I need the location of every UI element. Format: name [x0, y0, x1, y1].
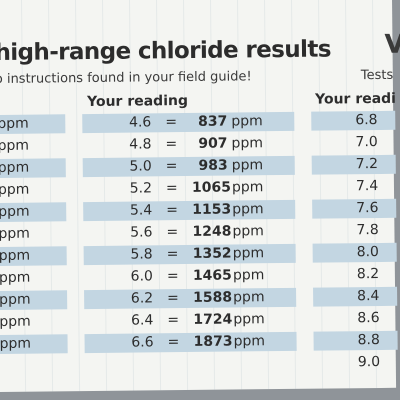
left-unit: ppm — [0, 115, 29, 132]
column-header-your-reading: Your reading — [86, 92, 189, 111]
equals-sign: = — [166, 202, 179, 219]
reading-value: 6.4 — [131, 312, 154, 329]
ppm-unit: ppm — [231, 179, 264, 196]
card-subtitle: o instructions found in your field guide… — [0, 69, 252, 87]
ppm-value: 907 — [198, 135, 228, 152]
equals-sign: = — [165, 136, 178, 153]
right-reading-value: 9.0 — [357, 353, 381, 371]
right-reading-value: 7.0 — [355, 133, 378, 151]
ppm-unit: ppm — [232, 201, 264, 218]
ppm-value: 1588 — [193, 289, 233, 306]
ppm-unit: ppm — [232, 267, 265, 284]
reading-value: 4.8 — [129, 136, 152, 153]
right-reading-value: 7.2 — [355, 155, 379, 173]
left-unit: ppm — [0, 181, 30, 198]
ppm-unit: ppm — [231, 157, 264, 174]
left-unit: ppm — [0, 269, 31, 286]
reading-value: 5.8 — [130, 246, 153, 263]
table-row: ppm 6.2 = 1588 ppm 8.4 — [0, 286, 398, 311]
right-reading-value: 8.6 — [357, 309, 380, 327]
table-row: 9.0 — [0, 353, 398, 377]
right-reading-value: 7.8 — [356, 221, 379, 239]
ppm-value: 1352 — [192, 245, 232, 262]
equals-sign: = — [166, 268, 179, 285]
ppm-value: 837 — [197, 113, 228, 130]
right-reading-value: 7.6 — [356, 199, 379, 217]
table-row: ppm 5.2 = 1065 ppm 7.4 — [0, 177, 396, 201]
left-unit: ppm — [0, 203, 30, 220]
table-row: ppm 5.4 = 1153 ppm 7.6 — [0, 198, 397, 223]
table-row: ppm 4.6 = 837 ppm 6.8 — [0, 110, 396, 135]
reading-value: 5.0 — [129, 158, 152, 175]
reading-value: 6.6 — [131, 334, 154, 351]
ppm-value: 983 — [198, 157, 228, 174]
row-band-right — [312, 177, 396, 197]
right-reading-value: 8.8 — [357, 331, 380, 349]
equals-sign: = — [165, 158, 178, 175]
right-reading-value: 6.8 — [355, 111, 378, 129]
row-band-right — [312, 198, 397, 219]
right-reading-value: 8.0 — [356, 243, 380, 261]
equals-sign: = — [167, 334, 180, 351]
left-unit: ppm — [0, 137, 30, 154]
equals-sign: = — [166, 246, 179, 263]
equals-sign: = — [166, 224, 179, 241]
reading-value: 4.6 — [128, 114, 152, 131]
equals-sign: = — [165, 114, 178, 131]
left-unit: ppm — [0, 313, 31, 330]
ppm-value: 1153 — [192, 201, 232, 218]
ppm-value: 1465 — [192, 267, 232, 284]
ppm-unit: ppm — [232, 223, 264, 240]
reading-value: 5.4 — [129, 202, 153, 219]
table-row: ppm 5.0 = 983 ppm 7.2 — [0, 154, 396, 179]
row-band-right — [311, 154, 396, 175]
column-header-right-reading: Your readi — [314, 90, 397, 108]
ppm-value: 1724 — [193, 311, 233, 328]
table-row: ppm 6.0 = 1465 ppm 8.2 — [0, 265, 397, 289]
reading-value: 6.0 — [130, 268, 153, 285]
card-title: high-range chloride results — [0, 36, 332, 66]
table-row: ppm 5.6 = 1248 ppm 7.8 — [0, 221, 397, 245]
equals-sign: = — [167, 312, 180, 329]
ppm-unit: ppm — [233, 333, 266, 350]
left-unit: ppm — [0, 291, 31, 308]
ppm-unit: ppm — [231, 113, 263, 130]
reading-value: 6.2 — [130, 290, 154, 307]
right-panel-subtitle: Tests — [360, 67, 394, 84]
ppm-value: 1873 — [193, 333, 233, 350]
left-unit: ppm — [0, 159, 30, 176]
equals-sign: = — [167, 290, 179, 307]
equals-sign: = — [165, 180, 178, 197]
row-band-right — [313, 265, 397, 285]
ppm-unit: ppm — [233, 289, 265, 306]
row-band-right — [312, 221, 396, 241]
row-band-right — [312, 242, 397, 263]
ppm-value: 1065 — [191, 179, 232, 196]
row-band-right — [311, 110, 396, 131]
row-band-right — [313, 286, 398, 307]
left-unit: ppm — [0, 225, 30, 242]
table-row: ppm 5.8 = 1352 ppm 8.0 — [0, 242, 397, 267]
ppm-value: 1248 — [192, 223, 232, 240]
reading-value: 5.2 — [129, 180, 153, 197]
reading-value: 5.6 — [130, 224, 153, 241]
right-panel-title: V — [384, 29, 400, 60]
right-reading-value: 7.4 — [355, 177, 379, 195]
right-reading-value: 8.4 — [357, 287, 380, 305]
left-unit: ppm — [0, 247, 31, 264]
ppm-unit: ppm — [232, 245, 265, 262]
left-unit: ppm — [0, 335, 32, 352]
table-row: ppm 6.4 = 1724 ppm 8.6 — [0, 309, 397, 333]
right-reading-value: 8.2 — [356, 265, 380, 283]
row-band-right — [313, 330, 398, 351]
table-row: ppm 6.6 = 1873 ppm 8.8 — [0, 330, 398, 355]
table-row: ppm 4.8 = 907 ppm 7.0 — [0, 133, 396, 157]
row-band-right — [311, 133, 395, 153]
ppm-unit: ppm — [233, 311, 265, 328]
ppm-unit: ppm — [231, 135, 264, 152]
row-band-right — [313, 309, 397, 329]
